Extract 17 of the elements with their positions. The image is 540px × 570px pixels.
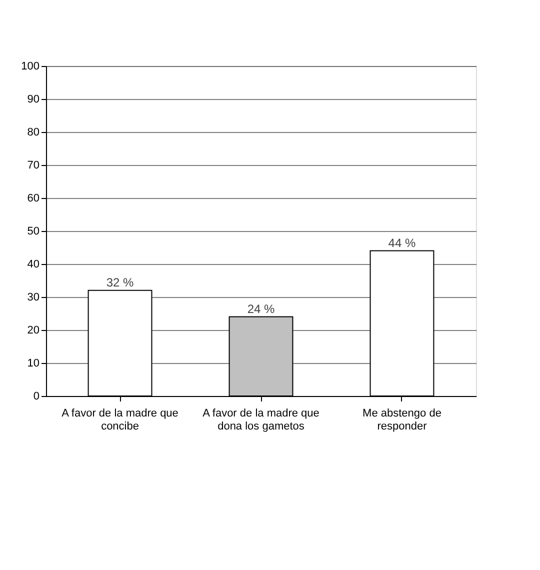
y-tick-label: 10 (27, 358, 40, 370)
x-tick-label: Me abstengo de responder (362, 408, 442, 432)
data-label: 24 % (247, 302, 275, 316)
y-tick-label: 60 (27, 192, 40, 204)
y-tick-label: 40 (27, 258, 40, 270)
data-label: 44 % (388, 236, 416, 250)
y-tick-label: 90 (27, 94, 40, 106)
y-tick-label: 70 (27, 160, 40, 172)
y-tick-label: 20 (27, 324, 40, 336)
y-tick-label: 50 (27, 226, 40, 238)
x-tick-label: A favor de la madre que concibe (62, 408, 178, 432)
y-tick-label: 80 (27, 126, 40, 138)
data-label: 32 % (106, 275, 134, 290)
y-tick-label: 30 (27, 292, 40, 304)
x-tick-label: A favor de la madre que dona los gametos (202, 408, 320, 432)
y-tick-label: 0 (33, 390, 40, 402)
y-tick-label: 100 (21, 60, 40, 72)
